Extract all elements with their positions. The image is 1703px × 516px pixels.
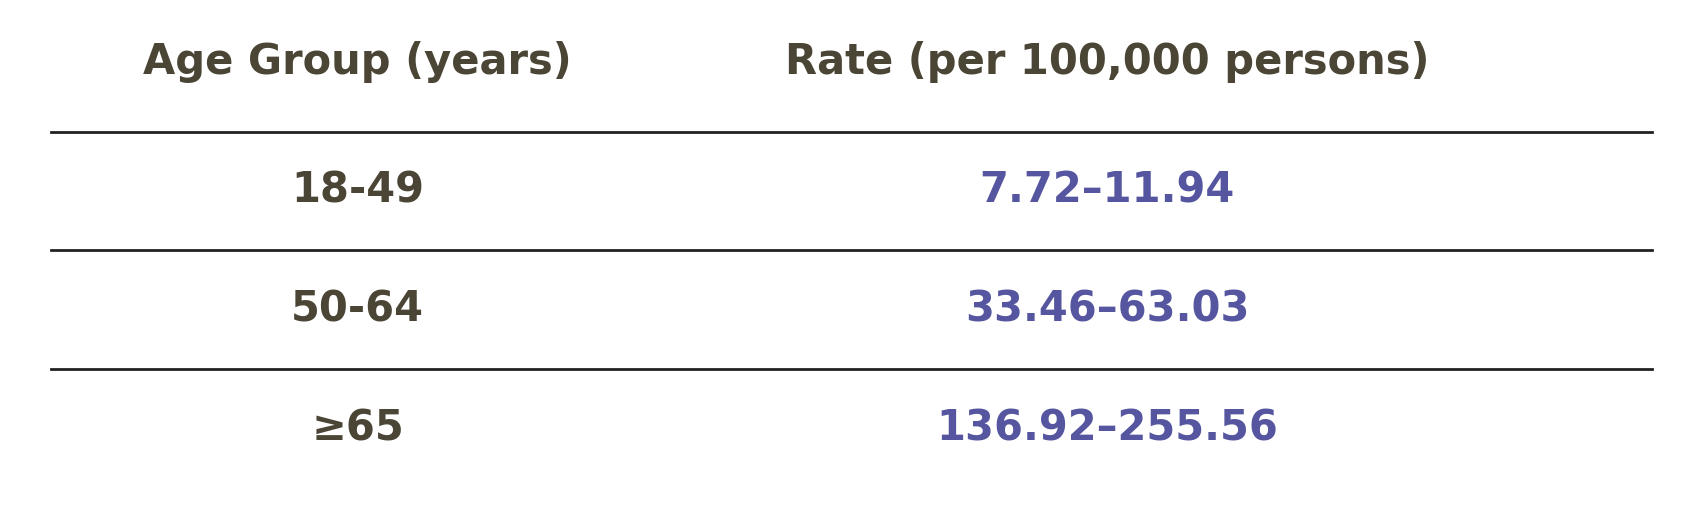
Text: 18-49: 18-49 bbox=[291, 170, 424, 212]
Text: 50-64: 50-64 bbox=[291, 288, 424, 331]
Text: 7.72–11.94: 7.72–11.94 bbox=[979, 170, 1235, 212]
Text: Rate (per 100,000 persons): Rate (per 100,000 persons) bbox=[785, 41, 1429, 83]
Text: 136.92–255.56: 136.92–255.56 bbox=[937, 407, 1277, 449]
Text: 33.46–63.03: 33.46–63.03 bbox=[964, 288, 1250, 331]
Text: ≥65: ≥65 bbox=[312, 407, 404, 449]
Text: Age Group (years): Age Group (years) bbox=[143, 41, 572, 83]
